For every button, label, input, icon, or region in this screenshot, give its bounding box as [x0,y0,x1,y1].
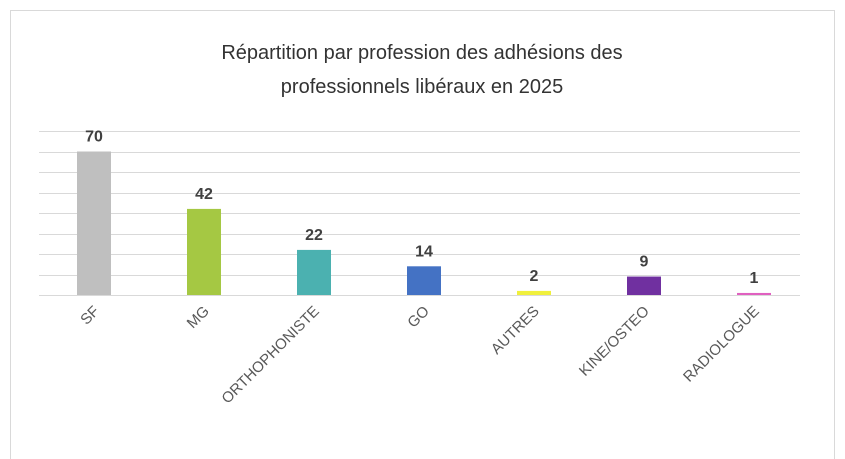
data-label: 9 [640,254,649,271]
bar [627,276,661,295]
chart-title: Répartition par profession des adhésions… [221,42,623,98]
bar [77,151,111,295]
bar [187,208,221,295]
bar [297,249,331,295]
data-label: 22 [305,227,323,244]
data-label: 1 [750,270,759,287]
bar [737,292,771,295]
data-label: 14 [415,243,433,260]
bar [517,290,551,295]
data-label: 70 [85,129,103,146]
data-label: 2 [530,268,539,285]
bar [407,266,441,295]
data-label: 42 [195,186,213,203]
